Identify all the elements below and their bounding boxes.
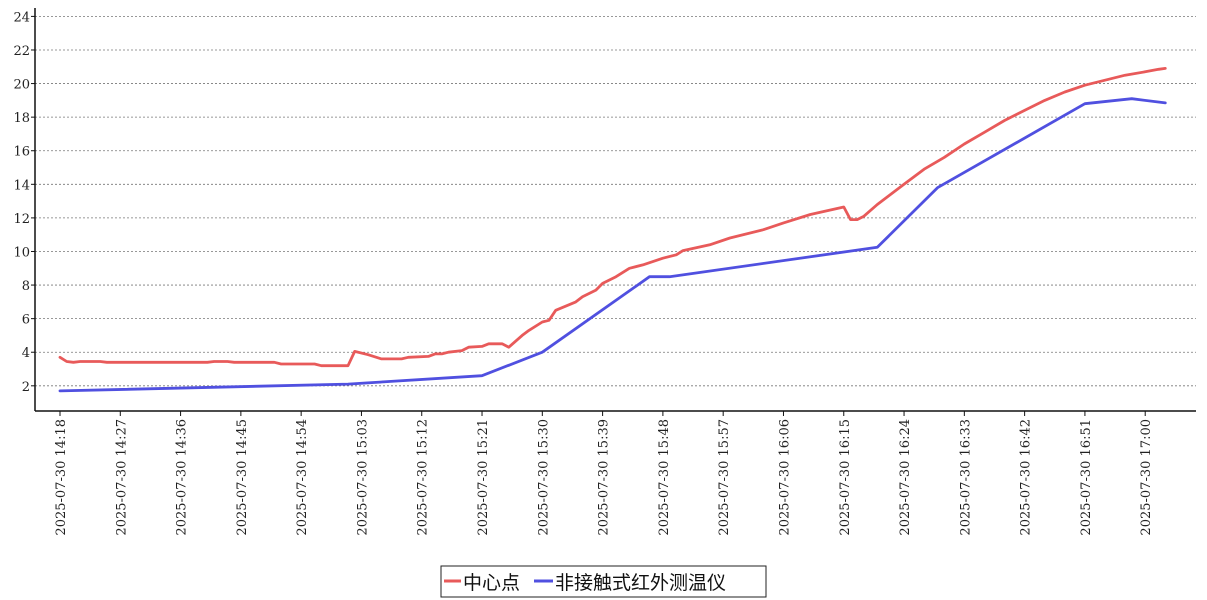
x-tick-label-4: 2025-07-30 14:54 [295, 419, 310, 536]
x-tick-label-18: 2025-07-30 17:00 [1139, 419, 1154, 536]
series-lines [58, 67, 1167, 393]
y-tick-label-5: 12 [13, 212, 30, 227]
x-tick-label-11: 2025-07-30 15:57 [717, 419, 732, 536]
x-tick-label-13: 2025-07-30 16:15 [838, 419, 853, 536]
y-tick-label-7: 16 [13, 145, 30, 160]
x-tick-label-3: 2025-07-30 14:45 [235, 419, 250, 536]
x-axis: 2025-07-30 14:18 2025-07-30 14:27 2025-07-… [35, 410, 1196, 536]
x-tick-label-8: 2025-07-30 15:30 [536, 419, 551, 536]
x-tick-label-7: 2025-07-30 15:21 [476, 419, 491, 536]
y-tick-label-6: 14 [13, 178, 30, 193]
y-tick-label-1: 4 [22, 346, 30, 361]
x-tick-label-1: 2025-07-30 14:27 [114, 419, 129, 536]
x-tick-label-9: 2025-07-30 15:39 [597, 419, 612, 536]
y-tick-label-4: 10 [13, 245, 30, 260]
x-tick-label-0: 2025-07-30 14:18 [54, 419, 69, 536]
x-tick-label-6: 2025-07-30 15:12 [416, 419, 431, 536]
legend-label-1: 非接触式红外测温仪 [555, 572, 726, 594]
series-line-1 [58, 97, 1167, 393]
x-tick-label-15: 2025-07-30 16:33 [958, 419, 973, 536]
x-tick-label-5: 2025-07-30 15:03 [355, 419, 370, 536]
grid-lines [35, 15, 1196, 387]
y-tick-label-0: 2 [22, 380, 30, 395]
legend: 中心点 非接触式红外测温仪 [440, 565, 767, 598]
y-tick-label-11: 24 [13, 10, 30, 25]
x-tick-label-10: 2025-07-30 15:48 [657, 419, 672, 536]
x-tick-label-16: 2025-07-30 16:42 [1019, 419, 1034, 536]
legend-box [440, 565, 767, 598]
x-tick-label-12: 2025-07-30 16:06 [777, 419, 792, 536]
y-tick-label-3: 8 [22, 279, 30, 294]
x-tick-label-2: 2025-07-30 14:36 [175, 419, 190, 536]
y-tick-label-9: 20 [13, 78, 30, 93]
series-line-0 [58, 67, 1167, 368]
x-tick-label-17: 2025-07-30 16:51 [1079, 419, 1094, 536]
x-tick-label-14: 2025-07-30 16:24 [898, 419, 913, 536]
legend-label-0: 中心点 [463, 572, 520, 594]
y-tick-label-2: 6 [22, 313, 30, 328]
y-tick-label-10: 22 [13, 44, 30, 59]
y-tick-label-8: 18 [13, 111, 30, 126]
